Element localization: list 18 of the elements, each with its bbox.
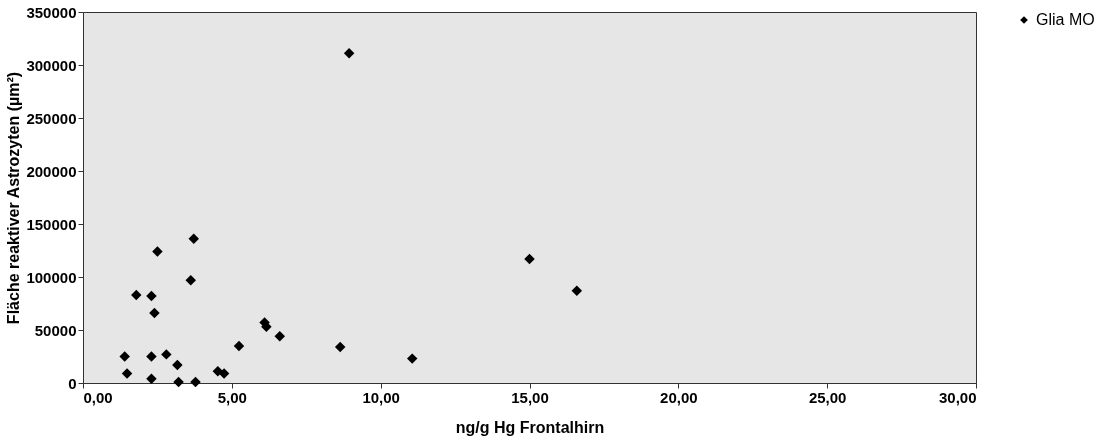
y-tick-label: 150000 [26,215,77,233]
x-tick-label: 30,00 [938,388,977,406]
legend-label: Glia MO [1036,11,1095,28]
y-axis-title: Fläche reaktiver Astrozyten (µm²) [5,71,23,325]
y-tick-label: 250000 [26,109,77,127]
y-tick-label: 50000 [34,321,77,339]
y-tick-label: 100000 [26,268,77,286]
x-tick-label: 25,00 [808,388,847,406]
y-tick-label: 300000 [26,56,77,74]
x-tick-label: 0,00 [83,388,113,406]
y-tick-label: 0 [68,374,77,392]
x-tick-label: 15,00 [511,388,549,406]
x-tick-label: 10,00 [362,388,400,406]
y-tick-label: 200000 [26,162,77,180]
y-tick-label: 350000 [26,3,77,21]
x-tick-label: 5,00 [217,388,247,406]
x-tick-label: 20,00 [660,388,698,406]
x-axis-title: ng/g Hg Frontalhirn [455,418,605,436]
